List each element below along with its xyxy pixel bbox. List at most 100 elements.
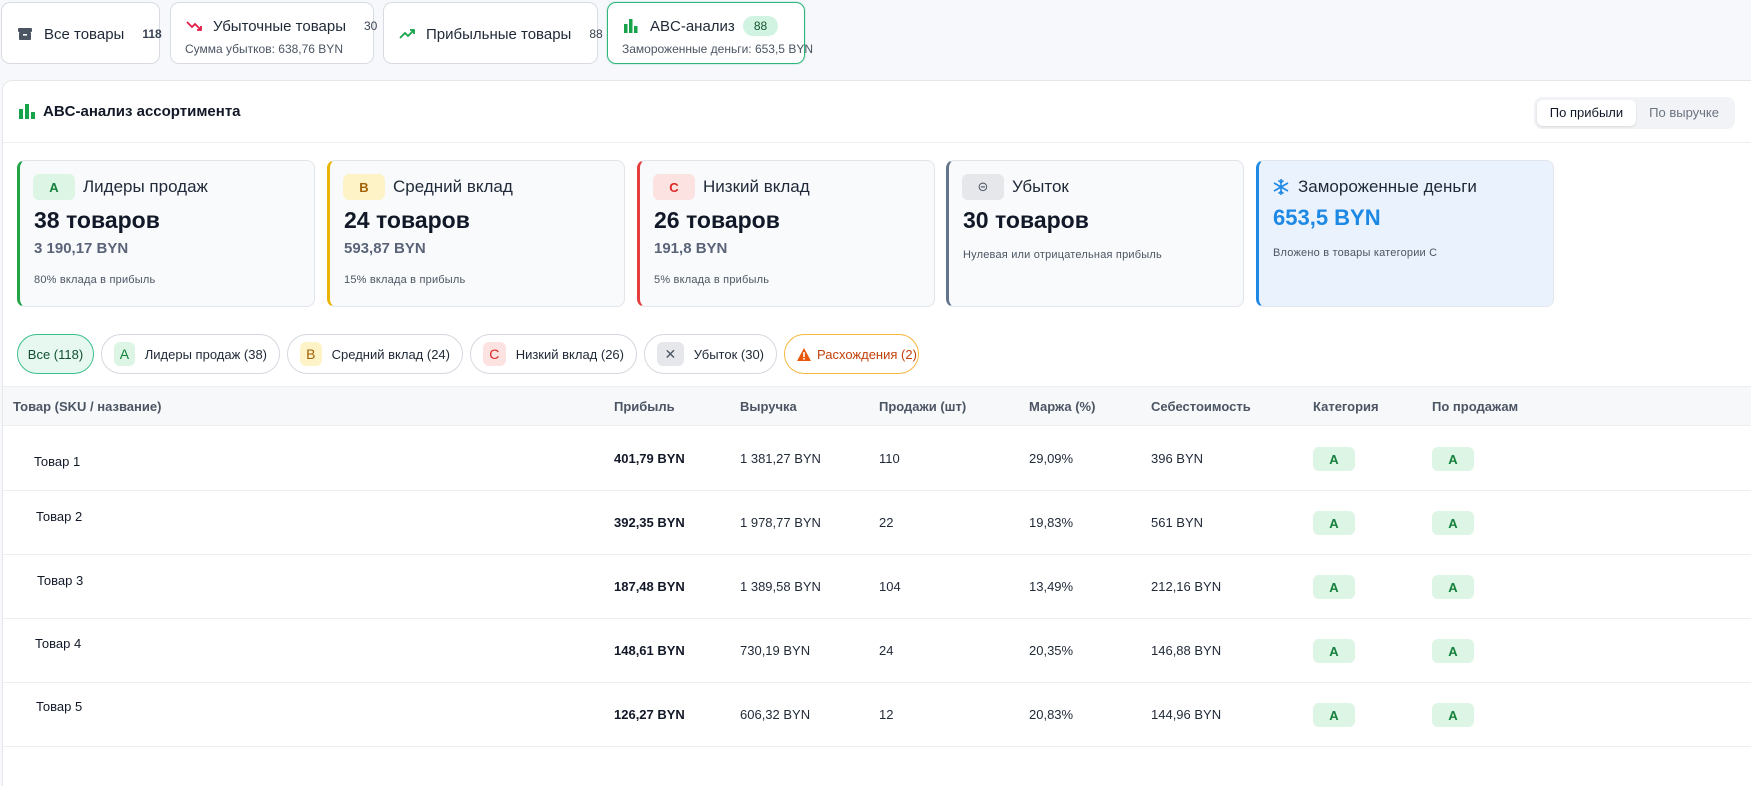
sales-cell: 24 [879,643,894,658]
tab-label: Убыточные товары [213,17,346,35]
card-title: Лидеры продаж [83,177,208,196]
cost-cell: 144,96 BYN [1151,707,1222,722]
category-badge: C [483,342,506,366]
tab-loss-products[interactable]: Убыточные товары 30 Сумма убытков: 638,7… [170,2,378,64]
column-header[interactable]: Выручка [740,399,797,414]
filter-discrepancies[interactable]: Расхождения (2) [784,334,919,374]
column-header[interactable]: Себестоимость [1151,399,1251,414]
revenue-cell: 1 978,77 BYN [740,515,821,530]
profit-cell: 392,35 BYN [614,515,685,530]
card-count: 24 товаров [344,207,470,233]
column-header[interactable]: Прибыль [614,399,675,414]
card-note: 5% вклада в прибыль [654,274,770,286]
product-name: Товар 1 [34,454,81,469]
card-title: Убыток [1012,177,1069,196]
tab-label: ABC-анализ [650,17,735,35]
column-header[interactable]: По продажам [1432,399,1519,414]
product-name: Товар 2 [36,509,83,524]
filter-category-b[interactable]: B Средний вклад (24) [287,334,463,374]
category-badge: A [114,342,135,366]
product-name: Товар 3 [37,573,84,588]
category-badge: A [33,174,75,200]
filter-label: Расхождения (2) [817,346,917,362]
table-header: Товар (SKU / название) Прибыль Выручка П… [3,386,1751,426]
profit-cell: 401,79 BYN [614,451,685,466]
tab-label: Прибыльные товары [426,25,572,43]
card-frozen-money[interactable]: Замороженные деньги 653,5 BYN Вложено в … [1256,160,1554,307]
tab-subtitle: Замороженные деньги: 653,5 BYN [622,42,813,56]
category-badge: A [1313,639,1355,663]
filter-label: Все (118) [27,346,84,362]
tab-abc-analysis[interactable]: ABC-анализ 88 Замороженные деньги: 653,5… [607,2,813,64]
bar-chart-icon [622,17,640,35]
card-note: 80% вклада в прибыль [34,274,156,286]
trend-down-icon [185,17,203,35]
filter-label: Низкий вклад (26) [515,346,624,362]
card-count: 38 товаров [34,207,160,233]
toggle-by-revenue[interactable]: По выручке [1649,105,1719,120]
revenue-cell: 1 381,27 BYN [740,451,821,466]
close-icon: ✕ [657,342,684,366]
category-badge: B [343,174,385,200]
sales-cell: 110 [879,451,900,466]
tab-profit-products[interactable]: Прибыльные товары 88 [383,2,603,64]
tab-count: 118 [142,27,162,41]
category-badge: A [1313,511,1355,535]
category-badge: A [1313,703,1355,727]
tab-count: 30 [364,19,378,33]
cost-cell: 561 BYN [1151,515,1204,530]
category-badge: B [300,342,322,366]
table-row[interactable]: Товар 1 401,79 BYN 1 381,27 BYN 110 29,0… [3,427,1751,491]
table-row[interactable]: Товар 2 392,35 BYN 1 978,77 BYN 22 19,83… [3,491,1751,555]
cost-cell: 146,88 BYN [1151,643,1222,658]
card-title: Низкий вклад [703,177,810,196]
filter-label: Убыток (30) [693,346,764,362]
card-note: Вложено в товары категории C [1273,247,1438,259]
warning-icon [797,347,811,361]
snowflake-icon [1273,179,1289,195]
column-header[interactable]: Продажи (шт) [879,399,967,414]
filter-label: Средний вклад (24) [331,346,450,362]
cost-cell: 396 BYN [1151,451,1204,466]
trend-up-icon [398,25,416,43]
sales-category-badge: A [1432,575,1474,599]
panel-header: ABC-анализ ассортимента По прибыли По вы… [3,81,1751,143]
table-row[interactable]: Товар 5 126,27 BYN 606,32 BYN 12 20,83% … [3,683,1751,747]
card-loss[interactable]: ⊝ Убыток 30 товаров Нулевая или отрицате… [946,160,1244,307]
product-name: Товар 5 [36,699,83,714]
sales-category-badge: A [1432,447,1474,471]
category-badge: C [653,174,695,200]
sales-category-badge: A [1432,511,1474,535]
column-header[interactable]: Товар (SKU / название) [13,399,162,414]
filter-all[interactable]: Все (118) [17,334,94,374]
filter-loss[interactable]: ✕ Убыток (30) [644,334,777,374]
card-category-b[interactable]: B Средний вклад 24 товаров 593,87 BYN 15… [327,160,625,307]
tab-label: Все товары [44,25,125,43]
filter-category-c[interactable]: C Низкий вклад (26) [470,334,637,374]
profit-cell: 148,61 BYN [614,643,685,658]
card-count: 30 товаров [963,207,1089,233]
card-category-c[interactable]: C Низкий вклад 26 товаров 191,8 BYN 5% в… [637,160,935,307]
tab-all-products[interactable]: Все товары 118 [1,2,162,64]
card-note: 15% вклада в прибыль [344,274,466,286]
filter-category-a[interactable]: A Лидеры продаж (38) [101,334,280,374]
column-header[interactable]: Категория [1313,399,1379,414]
tab-count: 88 [742,16,779,36]
abc-panel: ABC-анализ ассортимента По прибыли По вы… [2,80,1751,786]
margin-cell: 20,83% [1029,707,1074,722]
column-header[interactable]: Маржа (%) [1029,399,1096,414]
card-category-a[interactable]: A Лидеры продаж 38 товаров 3 190,17 BYN … [17,160,315,307]
margin-cell: 19,83% [1029,515,1074,530]
archive-icon [16,25,34,43]
revenue-cell: 730,19 BYN [740,643,811,658]
table-row[interactable]: Товар 4 148,61 BYN 730,19 BYN 24 20,35% … [3,619,1751,683]
card-note: Нулевая или отрицательная прибыль [963,249,1162,261]
toggle-by-profit[interactable]: По прибыли [1536,100,1637,126]
tab-subtitle: Сумма убытков: 638,76 BYN [185,42,343,56]
profit-cell: 126,27 BYN [614,707,685,722]
table-row[interactable]: Товар 3 187,48 BYN 1 389,58 BYN 104 13,4… [3,555,1751,619]
card-title: Средний вклад [393,177,513,196]
card-amount: 3 190,17 BYN [34,240,129,257]
margin-cell: 20,35% [1029,643,1074,658]
sales-cell: 104 [879,579,901,594]
